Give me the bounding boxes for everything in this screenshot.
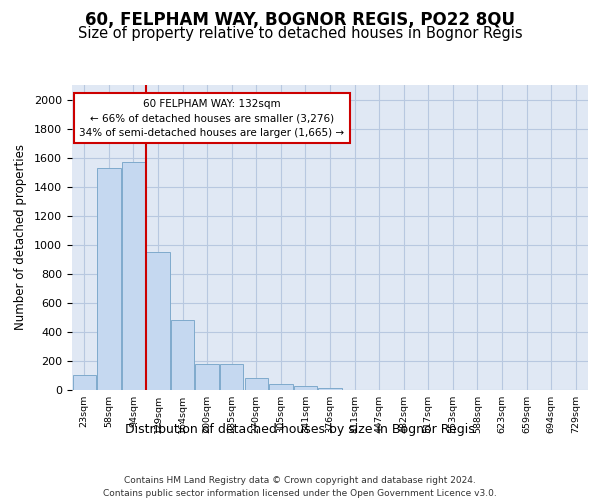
Bar [220,364,244,390]
Text: 60 FELPHAM WAY: 132sqm
← 66% of detached houses are smaller (3,276)
34% of semi-: 60 FELPHAM WAY: 132sqm ← 66% of detached… [79,98,344,138]
Text: 60, FELPHAM WAY, BOGNOR REGIS, PO22 8QU: 60, FELPHAM WAY, BOGNOR REGIS, PO22 8QU [85,11,515,29]
Bar [97,168,121,390]
Text: Contains HM Land Registry data © Crown copyright and database right 2024.: Contains HM Land Registry data © Crown c… [124,476,476,485]
Bar [269,384,293,390]
Text: Contains public sector information licensed under the Open Government Licence v3: Contains public sector information licen… [103,489,497,498]
Bar [245,378,268,390]
Text: Distribution of detached houses by size in Bognor Regis: Distribution of detached houses by size … [125,422,475,436]
Bar [171,320,194,390]
Bar [294,386,317,390]
Bar [319,388,341,390]
Bar [73,376,96,390]
Bar [196,364,219,390]
Bar [146,252,170,390]
Text: Size of property relative to detached houses in Bognor Regis: Size of property relative to detached ho… [77,26,523,41]
Bar [122,162,145,390]
Y-axis label: Number of detached properties: Number of detached properties [14,144,27,330]
